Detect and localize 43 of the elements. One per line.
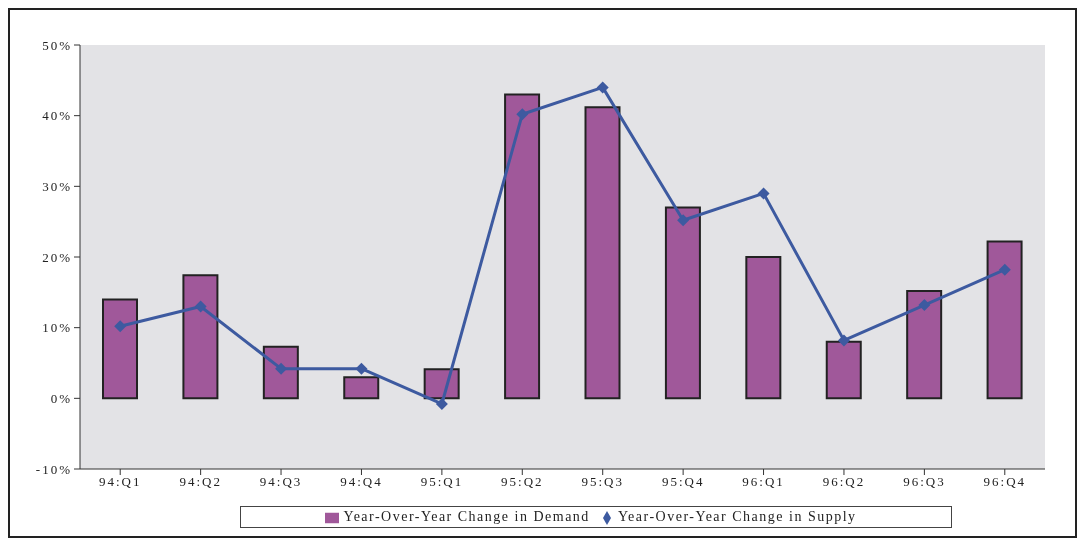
point	[596, 81, 609, 94]
x-tick-label: 96:Q1	[742, 474, 785, 490]
bar	[986, 240, 1023, 400]
point	[918, 299, 931, 312]
bar	[584, 106, 621, 400]
point	[677, 214, 690, 227]
x-tick-label: 94:Q4	[340, 474, 383, 490]
bar	[102, 298, 138, 400]
x-tick-label: 95:Q2	[501, 474, 544, 490]
point	[114, 320, 127, 333]
bar	[906, 289, 943, 400]
x-tick-label: 94:Q3	[259, 474, 303, 490]
x-tick-label: 94:Q1	[98, 474, 142, 490]
point	[355, 362, 368, 375]
bar	[664, 206, 701, 400]
x-tick-label: 95:Q4	[661, 474, 705, 490]
x-tick-label: 95:Q3	[581, 474, 624, 490]
y-tick-label: -10%	[35, 461, 72, 477]
bar	[343, 376, 380, 400]
legend-label: Year-Over-Year Change in Demand	[343, 509, 590, 524]
bar	[504, 93, 541, 400]
y-tick-label: 30%	[42, 178, 72, 194]
point	[435, 397, 448, 410]
x-tick-label: 96:Q2	[822, 474, 866, 490]
bar	[825, 340, 862, 400]
x-tick-label: 94:Q2	[179, 474, 222, 490]
point	[837, 334, 850, 347]
bar	[262, 345, 299, 400]
bar	[182, 274, 219, 400]
point	[757, 187, 770, 200]
legend-label: Year-Over-Year Change in Supply	[617, 509, 857, 524]
x-tick-label: 96:Q3	[903, 474, 946, 490]
x-tick-label: 95:Q1	[420, 474, 464, 490]
y-tick-label: 20%	[42, 249, 72, 265]
point	[998, 263, 1011, 276]
point	[194, 300, 207, 313]
y-tick-label: 0%	[50, 390, 72, 406]
x-tick-label: 96:Q4	[983, 474, 1027, 490]
bar	[745, 256, 782, 400]
y-tick-label: 40%	[42, 108, 72, 124]
y-tick-label: 10%	[42, 320, 72, 336]
y-tick-label: 50%	[42, 37, 72, 53]
point	[516, 108, 529, 121]
